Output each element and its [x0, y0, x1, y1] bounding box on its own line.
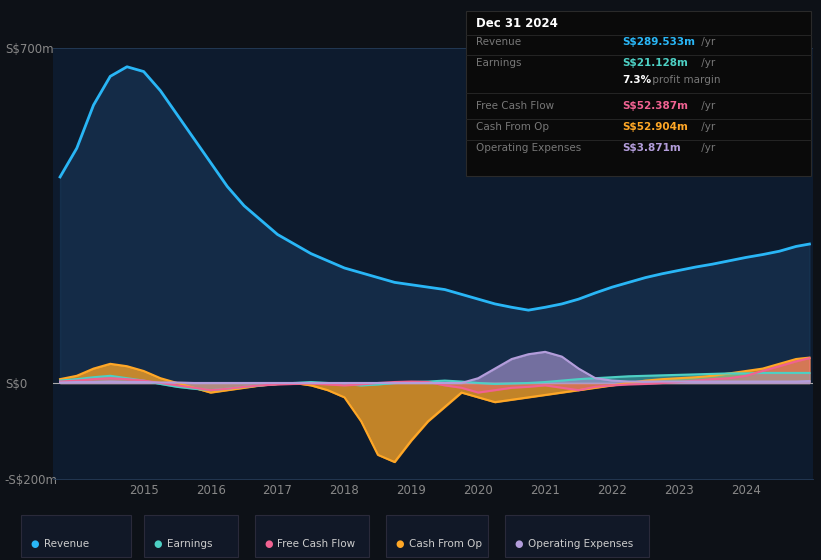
- Text: S$289.533m: S$289.533m: [622, 37, 695, 47]
- Text: Earnings: Earnings: [476, 58, 521, 68]
- Text: Cash From Op: Cash From Op: [409, 539, 482, 549]
- Text: S$3.871m: S$3.871m: [622, 143, 681, 153]
- Text: Cash From Op: Cash From Op: [476, 122, 549, 132]
- Text: /yr: /yr: [698, 101, 715, 111]
- Text: S$21.128m: S$21.128m: [622, 58, 688, 68]
- Text: Revenue: Revenue: [476, 37, 521, 47]
- Text: /yr: /yr: [698, 58, 715, 68]
- Text: Free Cash Flow: Free Cash Flow: [476, 101, 554, 111]
- Text: /yr: /yr: [698, 122, 715, 132]
- Text: ●: ●: [264, 539, 273, 549]
- Text: Dec 31 2024: Dec 31 2024: [476, 17, 558, 30]
- Text: Free Cash Flow: Free Cash Flow: [277, 539, 355, 549]
- Text: /yr: /yr: [698, 143, 715, 153]
- Text: Operating Expenses: Operating Expenses: [528, 539, 633, 549]
- Text: Earnings: Earnings: [167, 539, 212, 549]
- Text: profit margin: profit margin: [649, 75, 720, 85]
- Text: /yr: /yr: [698, 37, 715, 47]
- Text: S$52.387m: S$52.387m: [622, 101, 688, 111]
- Text: ●: ●: [396, 539, 404, 549]
- Text: 7.3%: 7.3%: [622, 75, 651, 85]
- Text: ●: ●: [515, 539, 523, 549]
- Text: ●: ●: [30, 539, 39, 549]
- Text: ●: ●: [154, 539, 162, 549]
- Text: Operating Expenses: Operating Expenses: [476, 143, 581, 153]
- Text: Revenue: Revenue: [44, 539, 89, 549]
- Text: S$52.904m: S$52.904m: [622, 122, 688, 132]
